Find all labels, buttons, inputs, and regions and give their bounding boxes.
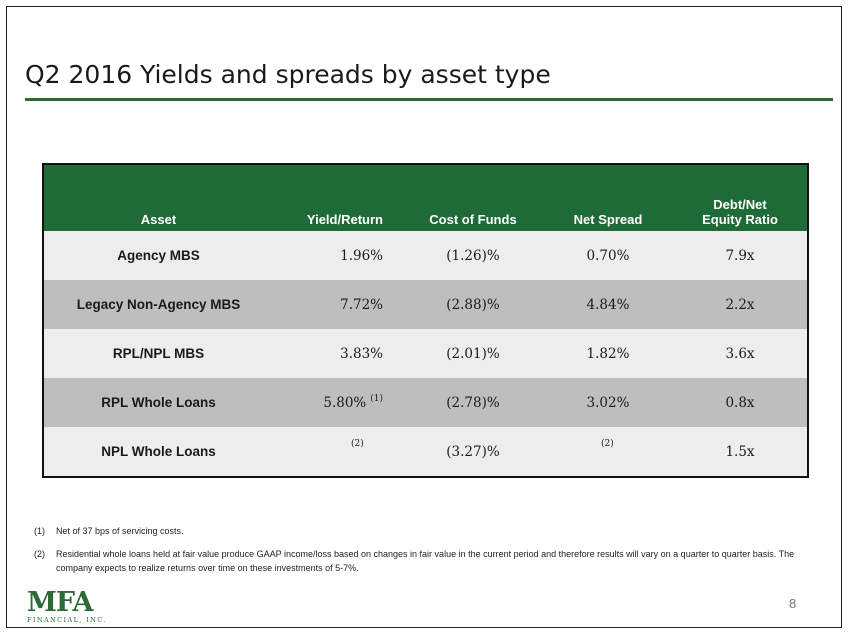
yield-value: 1.96% [340, 247, 383, 264]
header-debt-line1: Debt/Net [713, 197, 767, 212]
spread-cell: (2) [543, 427, 673, 477]
yields-table: Asset Yield/Return Cost of Funds Net Spr… [42, 163, 809, 478]
cost-cell: (1.26)% [403, 231, 543, 280]
mfa-logo: MFA FINANCIAL, INC. [27, 587, 107, 624]
footnote-ref: (2) [351, 439, 364, 449]
yield-value: 7.72% [340, 296, 383, 313]
page-title: Q2 2016 Yields and spreads by asset type [25, 60, 551, 89]
logo-sub: FINANCIAL, INC. [27, 616, 107, 624]
table-row: NPL Whole Loans (2) (3.27)% (2) 1.5x [43, 427, 808, 477]
footnote-2: (2) Residential whole loans held at fair… [34, 547, 824, 575]
spread-cell: 4.84% [543, 280, 673, 329]
debt-cell: 0.8x [673, 378, 808, 427]
yield-cell: (2) [273, 427, 403, 477]
page-number: 8 [789, 596, 797, 611]
footnote-ref: (2) [601, 439, 614, 449]
cost-cell: (2.01)% [403, 329, 543, 378]
spread-cell: 1.82% [543, 329, 673, 378]
asset-cell: Agency MBS [43, 231, 273, 280]
debt-cell: 2.2x [673, 280, 808, 329]
yield-cell: 1.96% [273, 231, 403, 280]
header-cost: Cost of Funds [403, 164, 543, 231]
yield-value: 3.83% [340, 345, 383, 362]
header-debt-line2: Equity Ratio [702, 212, 778, 227]
header-asset: Asset [43, 164, 273, 231]
spread-cell: 0.70% [543, 231, 673, 280]
table-header-row: Asset Yield/Return Cost of Funds Net Spr… [43, 164, 808, 231]
asset-cell: RPL Whole Loans [43, 378, 273, 427]
asset-cell: Legacy Non-Agency MBS [43, 280, 273, 329]
title-underline [25, 98, 833, 101]
yield-value: 5.80% [323, 394, 367, 411]
debt-cell: 1.5x [673, 427, 808, 477]
table-row: Legacy Non-Agency MBS 7.72% (2.88)% 4.84… [43, 280, 808, 329]
cost-cell: (3.27)% [403, 427, 543, 477]
footnote-index: (1) [34, 526, 45, 536]
footnote-1: (1) Net of 37 bps of servicing costs. [34, 524, 824, 538]
table-row: RPL Whole Loans 5.80% (1) (2.78)% 3.02% 0… [43, 378, 808, 427]
yield-cell: 7.72% [273, 280, 403, 329]
footnotes: (1) Net of 37 bps of servicing costs. (2… [34, 524, 824, 584]
footnote-text: Residential whole loans held at fair val… [56, 549, 795, 573]
header-spread: Net Spread [543, 164, 673, 231]
yield-cell: 5.80% (1) [273, 378, 403, 427]
footnote-index: (2) [34, 549, 45, 559]
table-row: Agency MBS 1.96% (1.26)% 0.70% 7.9x [43, 231, 808, 280]
cost-cell: (2.78)% [403, 378, 543, 427]
header-debt: Debt/Net Equity Ratio [673, 164, 808, 231]
spread-cell: 3.02% [543, 378, 673, 427]
debt-cell: 3.6x [673, 329, 808, 378]
footnote-text: Net of 37 bps of servicing costs. [56, 526, 184, 536]
table-row: RPL/NPL MBS 3.83% (2.01)% 1.82% 3.6x [43, 329, 808, 378]
cost-cell: (2.88)% [403, 280, 543, 329]
debt-cell: 7.9x [673, 231, 808, 280]
footnote-ref: (1) [370, 393, 383, 404]
asset-cell: NPL Whole Loans [43, 427, 273, 477]
header-yield: Yield/Return [273, 164, 403, 231]
logo-main: MFA [27, 587, 93, 618]
yield-cell: 3.83% [273, 329, 403, 378]
asset-cell: RPL/NPL MBS [43, 329, 273, 378]
